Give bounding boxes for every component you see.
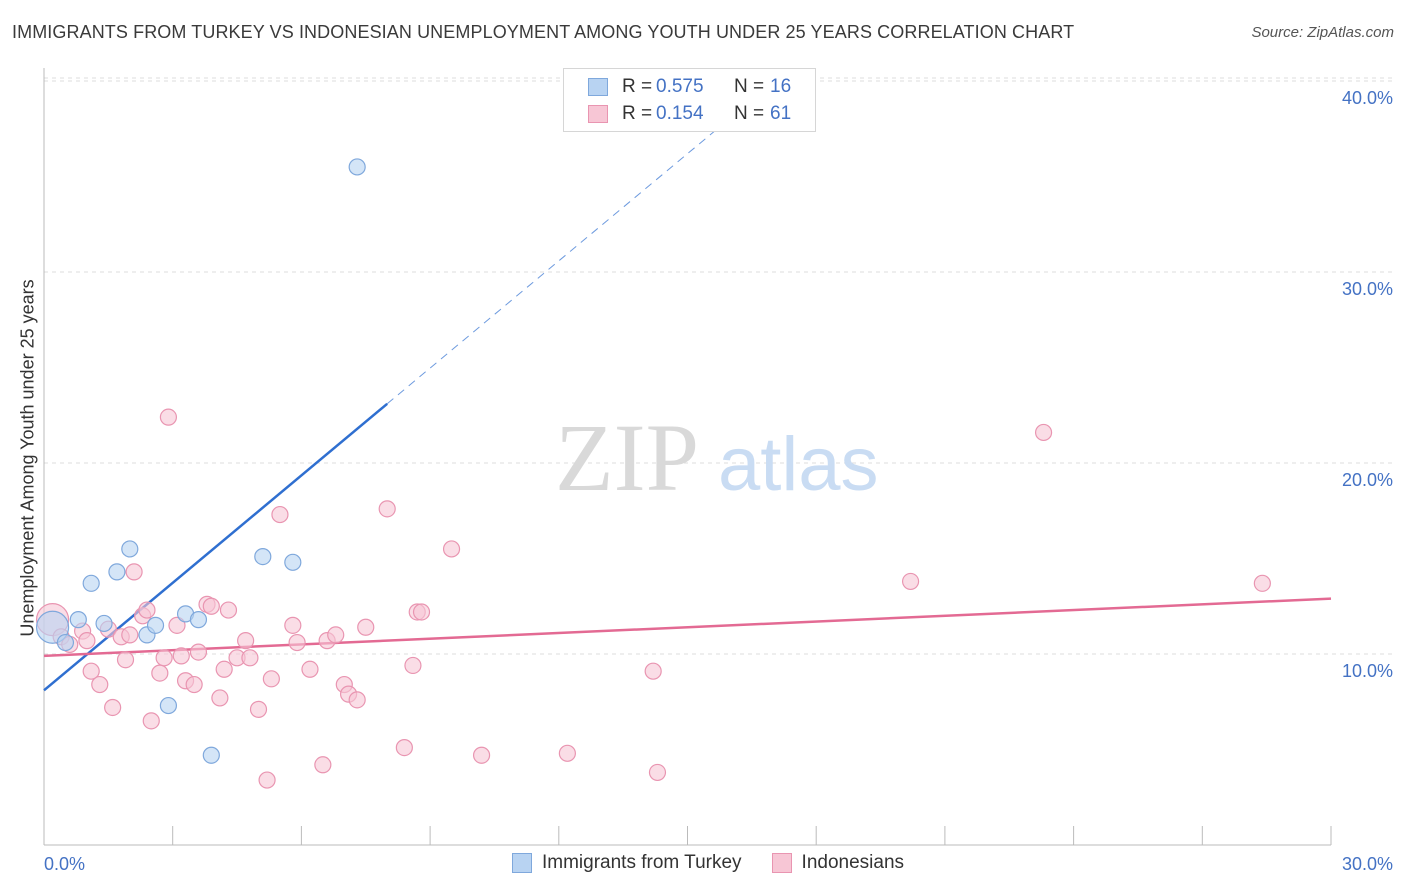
turkey-point <box>254 547 272 566</box>
indonesians-point <box>901 572 920 591</box>
legend-r-label: R = <box>622 76 653 97</box>
indonesians-point <box>237 632 255 650</box>
indonesians-point <box>168 616 186 634</box>
legend-n-value: 61 <box>770 103 792 124</box>
indonesians-point <box>202 597 220 615</box>
legend-box: R = 0.575 N = 16 R = 0.154 N = 61 <box>563 68 816 132</box>
indonesians-point <box>258 771 276 789</box>
indonesians-point <box>262 670 280 688</box>
indonesians-point <box>644 662 662 680</box>
legend-n-label: N = <box>734 76 765 97</box>
indonesians-point <box>327 626 345 644</box>
indonesians-point <box>288 633 306 652</box>
legend-n-label: N = <box>734 103 765 124</box>
indonesians-point <box>125 563 143 581</box>
x-tick-label: 0.0% <box>44 854 85 874</box>
indonesians-point <box>78 632 96 650</box>
indonesians-point <box>357 618 375 636</box>
y-tick-label: 40.0% <box>1342 88 1393 108</box>
turkey-point <box>69 611 87 629</box>
turkey-point <box>121 540 139 558</box>
indonesians-point <box>155 649 173 667</box>
legend-n-value: 16 <box>770 76 792 97</box>
indonesians-trend-line <box>43 597 1332 658</box>
y-axis-label: Unemployment Among Youth under 25 years <box>17 279 38 637</box>
legend-row-indonesians: R = 0.154 N = 61 <box>588 102 791 126</box>
indonesians-point <box>395 738 413 757</box>
indonesians-point <box>215 660 233 678</box>
watermark-atlas: atlas <box>718 422 879 507</box>
indonesians-point <box>558 744 576 762</box>
indonesians-point <box>121 626 139 644</box>
indonesians-point <box>219 601 238 619</box>
trend-lines <box>43 99 1332 692</box>
bottom-legend-swatch-turkey <box>512 853 532 873</box>
indonesians-point <box>378 500 396 518</box>
legend-r-label: R = <box>622 103 653 124</box>
bottom-legend-item-turkey: Immigrants from Turkey <box>512 852 742 874</box>
indonesians-point <box>241 649 259 667</box>
indonesians-point <box>412 603 431 621</box>
y-tick-label: 10.0% <box>1342 661 1393 681</box>
indonesians-point <box>159 408 178 426</box>
turkey-trend-line <box>43 402 389 692</box>
indonesians-point <box>138 601 156 619</box>
legend-row-turkey: R = 0.575 N = 16 <box>588 75 791 99</box>
indonesians-point <box>301 660 319 678</box>
indonesians-point <box>404 656 422 675</box>
turkey-point <box>95 614 113 633</box>
indonesians-point <box>472 746 491 764</box>
bottom-legend-item-indonesians: Indonesians <box>771 852 905 874</box>
turkey-point <box>348 158 366 176</box>
turkey-point <box>146 616 165 634</box>
indonesians-point <box>151 664 169 682</box>
bottom-legend-swatch-indonesians <box>771 853 792 873</box>
indonesians-point <box>91 675 109 694</box>
tick-labels: 10.0% 20.0% 30.0% 40.0% 0.0% 30.0% <box>44 88 1393 874</box>
indonesians-point <box>189 643 208 661</box>
indonesians-point <box>172 647 190 665</box>
indonesians-point <box>1253 574 1271 592</box>
y-tick-label: 20.0% <box>1342 470 1393 490</box>
legend-swatch-turkey <box>588 78 608 96</box>
source-label: Source: ZipAtlas.com <box>1251 24 1394 41</box>
indonesians-point <box>314 756 332 774</box>
bottom-legend: Immigrants from Turkey Indonesians <box>512 852 934 874</box>
indonesians-point <box>211 689 229 707</box>
turkey-trend-extension <box>386 99 753 405</box>
turkey-point <box>284 553 302 571</box>
indonesians-point <box>348 691 366 709</box>
bottom-legend-label-turkey: Immigrants from Turkey <box>542 852 742 873</box>
legend-r-value: 0.575 <box>656 76 704 97</box>
data-points <box>35 158 1271 789</box>
indonesians-point <box>284 616 302 634</box>
bottom-legend-label-indonesians: Indonesians <box>801 852 905 873</box>
y-tick-label: 30.0% <box>1342 279 1393 299</box>
indonesians-point <box>104 698 122 717</box>
turkey-point <box>202 746 220 764</box>
turkey-point <box>159 696 178 715</box>
indonesians-point <box>142 712 160 730</box>
indonesians-point <box>116 651 135 669</box>
indonesians-point <box>82 662 100 680</box>
indonesians-point <box>271 505 289 524</box>
indonesians-point <box>249 700 268 718</box>
legend-r-value: 0.154 <box>656 103 704 124</box>
chart-title: IMMIGRANTS FROM TURKEY VS INDONESIAN UNE… <box>12 22 1075 42</box>
x-tick-label: 30.0% <box>1342 854 1393 874</box>
turkey-point <box>108 563 126 581</box>
turkey-point <box>189 611 208 629</box>
turkey-point <box>82 574 100 592</box>
indonesians-point <box>1034 423 1053 442</box>
grid <box>44 77 1392 655</box>
axes <box>43 68 1332 846</box>
turkey-point <box>56 633 75 652</box>
watermark-zip: ZIP <box>555 404 699 511</box>
indonesians-point <box>648 763 667 782</box>
legend-swatch-indonesians <box>588 105 608 123</box>
turkey-point <box>35 610 70 644</box>
indonesians-point <box>442 540 461 558</box>
indonesians-point <box>185 675 203 694</box>
